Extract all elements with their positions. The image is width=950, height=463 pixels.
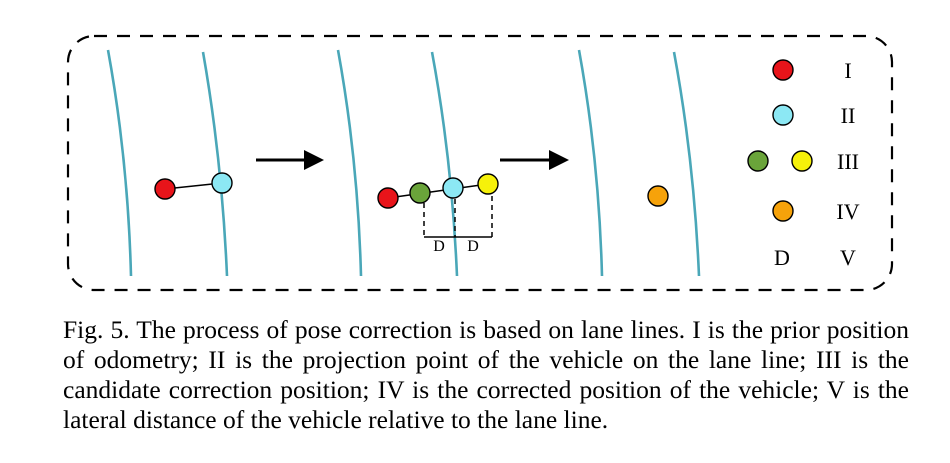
arrow-icon: [500, 150, 569, 170]
lane-line: [430, 51, 459, 277]
orange-dot: [647, 185, 669, 207]
legend-label-i: I: [844, 58, 851, 83]
distance-label: D: [467, 238, 479, 255]
lane-line: [577, 49, 604, 277]
legend-label-iii: III: [837, 149, 859, 174]
green-dot: [409, 182, 431, 204]
legend-orange-dot: [772, 200, 794, 222]
distance-brackets: [423, 196, 493, 238]
legend-label-v: V: [840, 245, 856, 270]
legend-green-dot: [747, 150, 769, 172]
lane-line: [336, 49, 363, 277]
figure-caption: Fig. 5. The process of pose correction i…: [63, 315, 909, 434]
distance-label: D: [433, 238, 445, 255]
lane-line: [201, 51, 229, 277]
connector-line: [387, 183, 489, 199]
legend-label-iv: IV: [836, 199, 859, 224]
lane-lines: [106, 49, 701, 277]
legend-label-ii: II: [841, 103, 856, 128]
lane-line: [672, 51, 701, 277]
lane-line: [106, 49, 133, 277]
legend-cyan-dot: [772, 104, 794, 126]
legend: I II III IV D V: [747, 58, 860, 270]
pose-correction-diagram: D D I II III IV D V: [66, 34, 894, 292]
cyan-dot: [442, 177, 464, 199]
legend-red-dot: [772, 59, 794, 81]
legend-symbol-d: D: [774, 245, 790, 270]
red-dot: [154, 178, 176, 200]
red-dot: [377, 187, 399, 209]
cyan-dot: [211, 172, 233, 194]
yellow-dot: [477, 173, 499, 195]
legend-yellow-dot: [791, 150, 813, 172]
arrow-icon: [256, 150, 324, 170]
